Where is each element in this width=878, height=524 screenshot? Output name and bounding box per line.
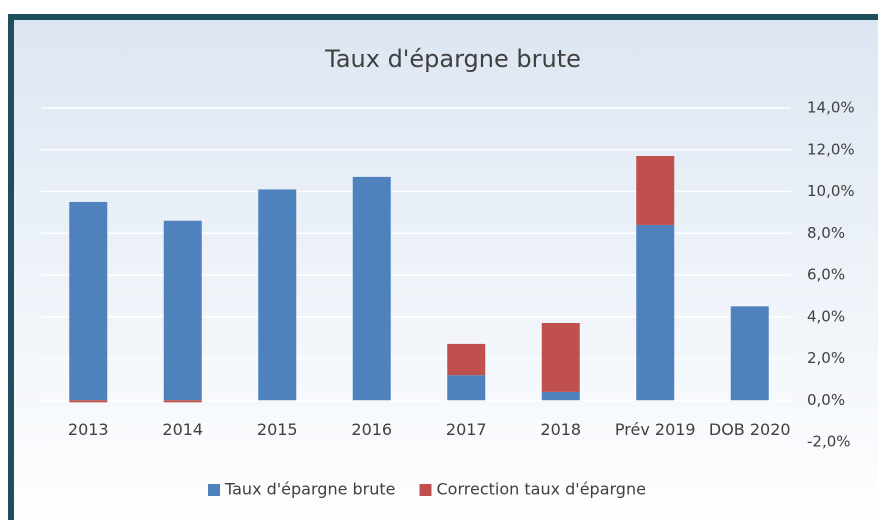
x-tick-label: 2017 <box>446 420 487 439</box>
bar <box>69 201 108 401</box>
bar <box>636 156 675 225</box>
bar <box>541 323 580 392</box>
legend-swatch <box>419 484 432 496</box>
x-tick-label: 2014 <box>162 420 203 439</box>
legend-swatch <box>208 484 220 496</box>
chart-title: Taux d'épargne brute <box>324 45 581 73</box>
legend-label: Taux d'épargne brute <box>224 480 396 499</box>
y-tick-label: -2,0% <box>807 433 851 451</box>
y-tick-label: 10,0% <box>807 182 855 200</box>
x-tick-label: 2018 <box>540 420 581 439</box>
bar <box>447 343 486 376</box>
y-tick-label: 14,0% <box>807 99 855 117</box>
x-tick-label: 2013 <box>68 420 109 439</box>
bar <box>352 176 391 401</box>
bar <box>541 391 580 401</box>
y-tick-label: 8,0% <box>807 224 845 242</box>
x-tick-label: 2015 <box>257 420 298 439</box>
bar <box>636 224 675 401</box>
bar <box>69 400 108 403</box>
x-tick-label: 2016 <box>351 420 392 439</box>
y-tick-label: 4,0% <box>807 307 845 325</box>
y-tick-label: 6,0% <box>807 266 845 284</box>
bar <box>163 400 202 403</box>
x-tick-label: DOB 2020 <box>709 420 791 439</box>
bar <box>258 189 297 401</box>
y-tick-label: 2,0% <box>807 349 845 367</box>
bar <box>163 220 202 401</box>
legend-label: Correction taux d'épargne <box>437 480 646 499</box>
x-tick-label: Prév 2019 <box>615 420 696 439</box>
y-tick-label: 0,0% <box>807 391 845 409</box>
y-tick-label: 12,0% <box>807 140 855 158</box>
bar <box>447 375 486 401</box>
bar <box>730 306 769 401</box>
chart-frame <box>8 14 878 524</box>
